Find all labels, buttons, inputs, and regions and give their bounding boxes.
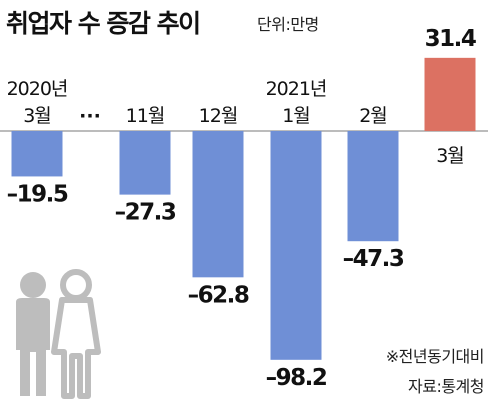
year-label-3: 2021년	[266, 78, 327, 100]
category-label-2: 12월	[199, 105, 238, 127]
year-label-0: 2020년	[7, 78, 68, 100]
bar-1	[119, 131, 171, 195]
value-label-0: –19.5	[7, 181, 68, 207]
category-label-1: 11월	[126, 105, 165, 127]
unit-label: 단위:만명	[257, 15, 319, 34]
value-label-5: 31.4	[425, 26, 476, 52]
bar-marks: –19.5 3월 2020년 –27.3 11월 –62.8 12월 –98.2 1월 2021년…	[7, 26, 478, 391]
bar-3	[270, 131, 322, 360]
bar-2	[192, 131, 244, 278]
category-label-0: 3월	[23, 105, 51, 127]
value-label-2: –62.8	[188, 282, 249, 308]
category-label-5: 3월	[436, 145, 464, 167]
comparison-note: ※전년동기대비	[386, 347, 484, 366]
value-label-1: –27.3	[115, 200, 176, 226]
category-label-3: 1월	[282, 105, 310, 127]
value-label-4: –47.3	[343, 246, 404, 272]
chart-title: 취업자 수 증감 추이	[6, 9, 200, 38]
category-label-4: 2월	[359, 105, 387, 127]
ellipsis-label: ···	[79, 105, 101, 127]
bar-0	[11, 131, 63, 177]
people-couple-icon	[16, 269, 101, 399]
value-label-3: –98.2	[266, 365, 327, 391]
bar-5	[424, 57, 476, 132]
bar-4	[347, 131, 399, 242]
source-note: 자료:통계청	[408, 377, 484, 396]
